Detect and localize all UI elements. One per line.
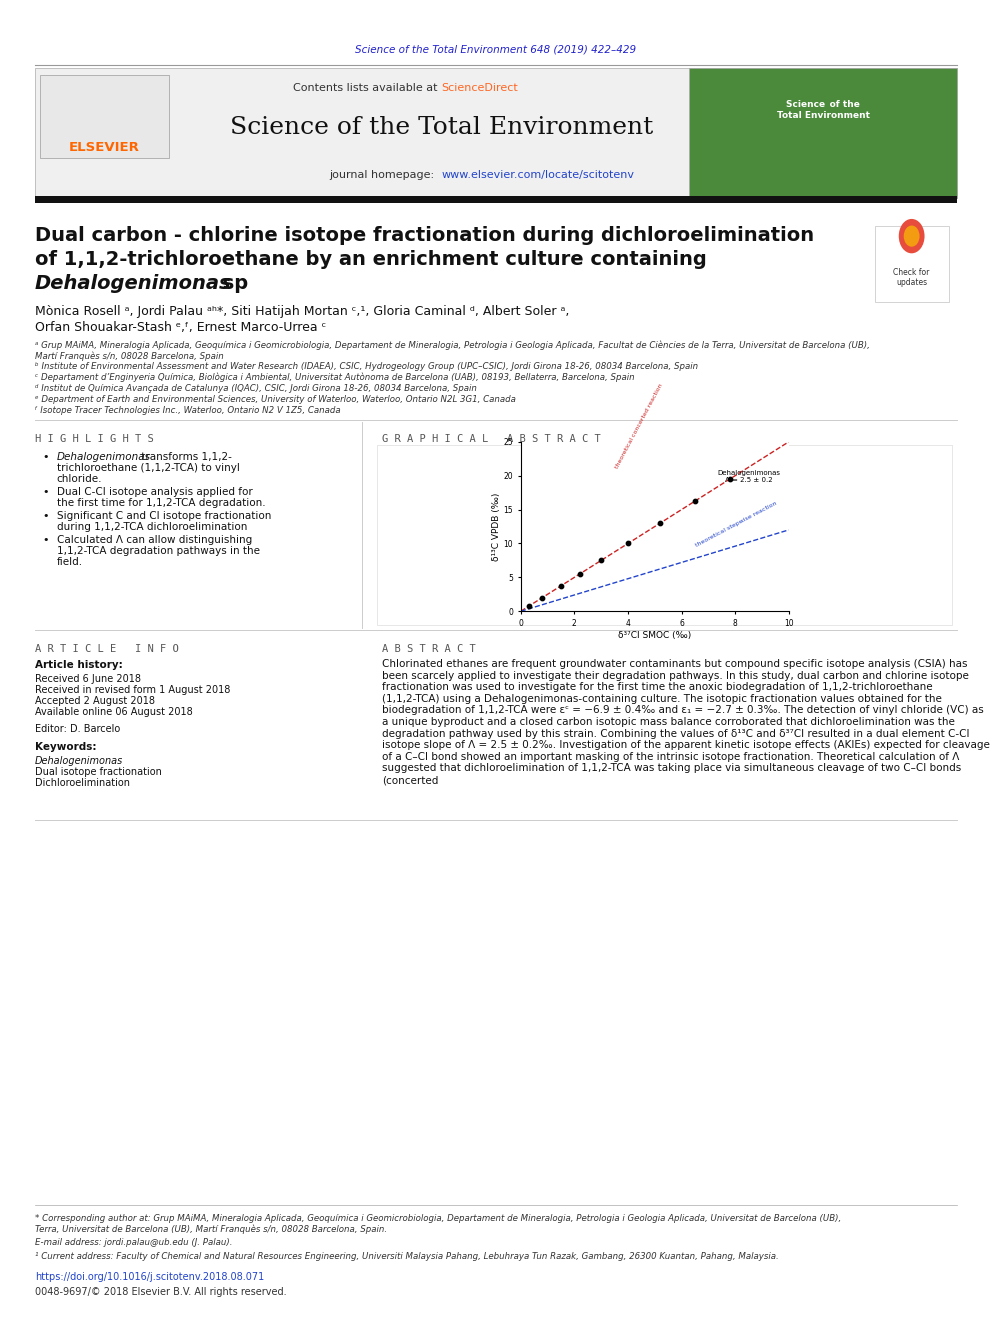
Text: ¹ Current address: Faculty of Chemical and Natural Resources Engineering, Univer: ¹ Current address: Faculty of Chemical a…: [35, 1252, 779, 1261]
Text: Martí Franquès s/n, 08028 Barcelona, Spain: Martí Franquès s/n, 08028 Barcelona, Spa…: [35, 351, 223, 360]
Text: 0048-9697/© 2018 Elsevier B.V. All rights reserved.: 0048-9697/© 2018 Elsevier B.V. All right…: [35, 1287, 287, 1297]
Text: ᶜ Departament d’Enginyeria Química, Biològica i Ambiental, Universitat Autònoma : ᶜ Departament d’Enginyeria Química, Biol…: [35, 373, 634, 382]
Circle shape: [899, 218, 925, 253]
Point: [535, 587, 551, 609]
X-axis label: δ³⁷Cl SMOC (‰): δ³⁷Cl SMOC (‰): [618, 631, 691, 639]
Text: 1,1,2-TCA degradation pathways in the: 1,1,2-TCA degradation pathways in the: [57, 546, 260, 556]
Text: ᶠ Isotope Tracer Technologies Inc., Waterloo, Ontario N2 V 1Z5, Canada: ᶠ Isotope Tracer Technologies Inc., Wate…: [35, 406, 340, 415]
Text: journal homepage:: journal homepage:: [329, 169, 441, 180]
Text: Orfan Shouakar-Stash ᵉ,ᶠ, Ernest Marco-Urrea ᶜ: Orfan Shouakar-Stash ᵉ,ᶠ, Ernest Marco-U…: [35, 321, 326, 333]
Text: Contents lists available at: Contents lists available at: [294, 83, 441, 93]
Text: H I G H L I G H T S: H I G H L I G H T S: [35, 434, 154, 445]
Text: Dichloroelimination: Dichloroelimination: [35, 778, 130, 789]
Text: of 1,1,2-trichloroethane by an enrichment culture containing: of 1,1,2-trichloroethane by an enrichmen…: [35, 250, 706, 269]
Text: trichloroethane (1,1,2-TCA) to vinyl: trichloroethane (1,1,2-TCA) to vinyl: [57, 463, 239, 474]
Text: Chlorinated ethanes are frequent groundwater contaminants but compound specific : Chlorinated ethanes are frequent groundw…: [382, 659, 990, 785]
Text: •: •: [43, 487, 50, 497]
Text: chloride.: chloride.: [57, 474, 102, 484]
Circle shape: [904, 225, 920, 246]
Text: Accepted 2 August 2018: Accepted 2 August 2018: [35, 696, 155, 706]
Text: Article history:: Article history:: [35, 660, 122, 669]
Text: Received 6 June 2018: Received 6 June 2018: [35, 673, 141, 684]
Text: •: •: [43, 511, 50, 521]
Text: E-mail address: jordi.palau@ub.edu (J. Palau).: E-mail address: jordi.palau@ub.edu (J. P…: [35, 1238, 232, 1248]
Text: Dehalogenimonas: Dehalogenimonas: [57, 452, 151, 462]
Text: ELSEVIER: ELSEVIER: [68, 142, 140, 153]
Text: ᵉ Department of Earth and Environmental Sciences, University of Waterloo, Waterl: ᵉ Department of Earth and Environmental …: [35, 396, 516, 404]
Bar: [377, 445, 952, 624]
Point: [554, 576, 569, 597]
Text: the first time for 1,1,2-TCA degradation.: the first time for 1,1,2-TCA degradation…: [57, 497, 265, 508]
Text: Dehalogenimonas: Dehalogenimonas: [35, 755, 123, 766]
Point: [722, 468, 738, 490]
Text: Keywords:: Keywords:: [35, 742, 96, 751]
Bar: [689, 67, 957, 198]
Text: Science of the
Total Environment: Science of the Total Environment: [777, 101, 870, 119]
Text: Check for
updates: Check for updates: [894, 267, 930, 287]
Text: theoretical stepwise reaction: theoretical stepwise reaction: [694, 500, 778, 548]
Text: sp: sp: [216, 274, 248, 292]
Bar: [875, 225, 949, 302]
Text: G R A P H I C A L   A B S T R A C T: G R A P H I C A L A B S T R A C T: [382, 434, 601, 445]
Text: Significant C and Cl isotope fractionation: Significant C and Cl isotope fractionati…: [57, 511, 271, 521]
Point: [620, 533, 636, 554]
Text: ᵈ Institut de Química Avançada de Catalunya (IQAC), CSIC, Jordi Girona 18-26, 08: ᵈ Institut de Química Avançada de Catalu…: [35, 384, 476, 393]
Y-axis label: δ¹³C VPDB (‰): δ¹³C VPDB (‰): [492, 492, 501, 561]
Text: ScienceDirect: ScienceDirect: [441, 83, 518, 93]
Text: Calculated Λ can allow distinguishing: Calculated Λ can allow distinguishing: [57, 534, 252, 545]
Text: during 1,1,2-TCA dichloroelimination: during 1,1,2-TCA dichloroelimination: [57, 523, 247, 532]
Text: Available online 06 August 2018: Available online 06 August 2018: [35, 706, 192, 717]
Point: [686, 491, 702, 512]
Point: [571, 564, 587, 585]
Text: https://doi.org/10.1016/j.scitotenv.2018.08.071: https://doi.org/10.1016/j.scitotenv.2018…: [35, 1271, 264, 1282]
Text: Science of the Total Environment: Science of the Total Environment: [230, 115, 653, 139]
Text: theoretical concerted reaction: theoretical concerted reaction: [615, 382, 664, 468]
Point: [593, 550, 609, 572]
Text: •: •: [43, 534, 50, 545]
Text: * Corresponding author at: Grup MAiMA, Mineralogia Aplicada, Geoquímica i Geomic: * Corresponding author at: Grup MAiMA, M…: [35, 1215, 841, 1222]
Text: Dual isotope fractionation: Dual isotope fractionation: [35, 767, 162, 777]
Text: ᵃ Grup MAiMA, Mineralogia Aplicada, Geoquímica i Geomicrobiologia, Departament d: ᵃ Grup MAiMA, Mineralogia Aplicada, Geoq…: [35, 340, 870, 349]
Text: Science of the Total Environment 648 (2019) 422–429: Science of the Total Environment 648 (20…: [355, 45, 637, 56]
Text: ᵇ Institute of Environmental Assessment and Water Research (IDAEA), CSIC, Hydrog: ᵇ Institute of Environmental Assessment …: [35, 363, 697, 370]
Text: Mònica Rosell ᵃ, Jordi Palau ᵃʰ*, Siti Hatijah Mortan ᶜ,¹, Gloria Caminal ᵈ, Alb: Mònica Rosell ᵃ, Jordi Palau ᵃʰ*, Siti H…: [35, 306, 569, 318]
Text: Received in revised form 1 August 2018: Received in revised form 1 August 2018: [35, 685, 230, 695]
Text: www.elsevier.com/locate/scitotenv: www.elsevier.com/locate/scitotenv: [441, 169, 635, 180]
Text: Dehalogenimonas
Λ = 2.5 ± 0.2: Dehalogenimonas Λ = 2.5 ± 0.2: [717, 470, 780, 483]
Point: [521, 595, 537, 617]
Text: Dual carbon - chlorine isotope fractionation during dichloroelimination: Dual carbon - chlorine isotope fractiona…: [35, 226, 813, 245]
Text: •: •: [43, 452, 50, 462]
Text: field.: field.: [57, 557, 82, 568]
Text: Terra, Universitat de Barcelona (UB), Martí Franquès s/n, 08028 Barcelona, Spain: Terra, Universitat de Barcelona (UB), Ma…: [35, 1225, 387, 1234]
Text: transforms 1,1,2-: transforms 1,1,2-: [138, 452, 232, 462]
Text: Editor: D. Barcelo: Editor: D. Barcelo: [35, 724, 120, 734]
Bar: [35, 196, 957, 202]
Bar: [35, 67, 957, 198]
Text: A B S T R A C T: A B S T R A C T: [382, 644, 476, 654]
Bar: [40, 74, 169, 157]
Text: A R T I C L E   I N F O: A R T I C L E I N F O: [35, 644, 179, 654]
Text: Dehalogenimonas: Dehalogenimonas: [35, 274, 231, 292]
Text: Dual C-Cl isotope analysis applied for: Dual C-Cl isotope analysis applied for: [57, 487, 252, 497]
Point: [652, 512, 668, 533]
